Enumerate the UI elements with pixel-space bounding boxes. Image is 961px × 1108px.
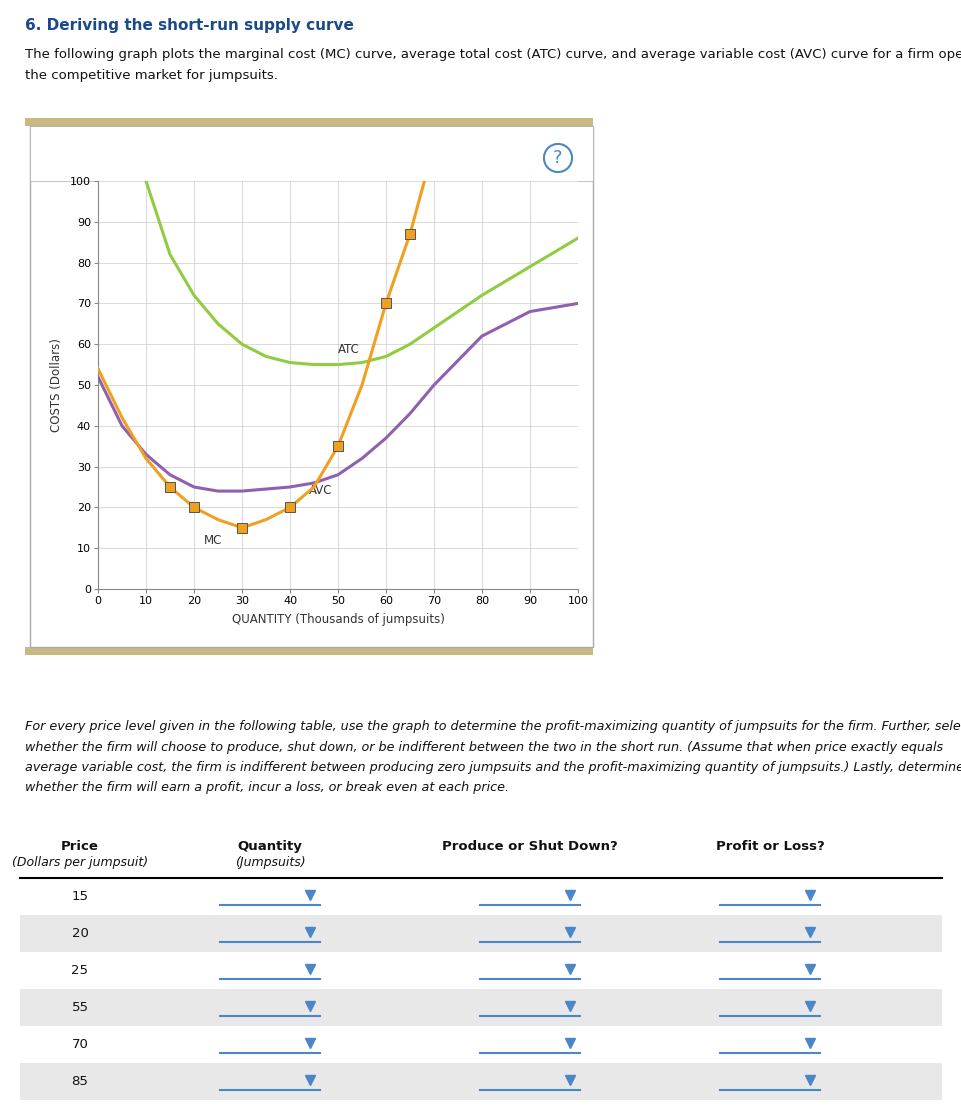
Text: 70: 70 xyxy=(71,1038,88,1051)
Bar xyxy=(20,915,941,952)
Text: Produce or Shut Down?: Produce or Shut Down? xyxy=(442,840,617,853)
Point xyxy=(378,295,393,312)
Point xyxy=(282,499,297,516)
Text: 85: 85 xyxy=(71,1075,88,1088)
Y-axis label: COSTS (Dollars): COSTS (Dollars) xyxy=(50,338,63,432)
Point xyxy=(402,225,417,243)
Bar xyxy=(20,989,941,1026)
Text: Quantity: Quantity xyxy=(237,840,302,853)
Bar xyxy=(30,126,592,647)
Point xyxy=(234,519,250,536)
Point xyxy=(162,479,178,496)
Point xyxy=(186,499,202,516)
Text: Profit or Loss?: Profit or Loss? xyxy=(715,840,824,853)
Text: 15: 15 xyxy=(71,890,88,903)
Bar xyxy=(20,1063,941,1100)
X-axis label: QUANTITY (Thousands of jumpsuits): QUANTITY (Thousands of jumpsuits) xyxy=(232,613,444,626)
Text: ?: ? xyxy=(553,148,562,167)
Text: Price: Price xyxy=(61,840,99,853)
Bar xyxy=(30,126,592,181)
Text: The following graph plots the marginal cost (MC) curve, average total cost (ATC): The following graph plots the marginal c… xyxy=(25,48,961,82)
Text: MC: MC xyxy=(204,534,222,547)
Text: 6. Deriving the short-run supply curve: 6. Deriving the short-run supply curve xyxy=(25,18,354,33)
Text: (Dollars per jumpsuit): (Dollars per jumpsuit) xyxy=(12,856,148,869)
Text: 25: 25 xyxy=(71,964,88,977)
Text: ATC: ATC xyxy=(337,343,359,357)
Text: (Jumpsuits): (Jumpsuits) xyxy=(234,856,305,869)
Point xyxy=(330,438,345,455)
Text: AVC: AVC xyxy=(308,484,333,497)
Bar xyxy=(25,117,592,126)
Text: For every price level given in the following table, use the graph to determine t: For every price level given in the follo… xyxy=(25,720,961,794)
Bar xyxy=(25,647,592,655)
Text: 55: 55 xyxy=(71,1001,88,1014)
Text: 20: 20 xyxy=(71,927,88,940)
